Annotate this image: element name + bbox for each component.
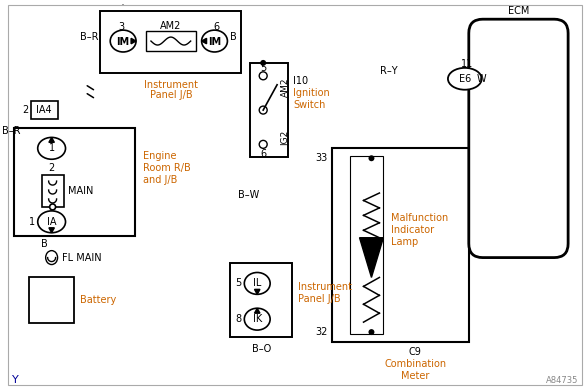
Ellipse shape (260, 60, 266, 66)
Text: Y: Y (12, 375, 19, 385)
Text: B: B (41, 239, 47, 249)
FancyBboxPatch shape (146, 31, 196, 51)
Polygon shape (202, 38, 207, 44)
Ellipse shape (259, 106, 267, 114)
Ellipse shape (259, 72, 267, 80)
FancyBboxPatch shape (250, 63, 288, 157)
Text: R–Y: R–Y (380, 66, 398, 76)
Text: B–W: B–W (238, 190, 259, 200)
Text: 3: 3 (118, 22, 124, 32)
Ellipse shape (110, 30, 136, 52)
Text: AM2: AM2 (160, 21, 182, 31)
Text: 1: 1 (49, 143, 54, 153)
FancyBboxPatch shape (350, 156, 383, 334)
Text: IM: IM (208, 36, 221, 47)
Polygon shape (49, 228, 54, 233)
Text: Instrument: Instrument (144, 80, 198, 90)
Text: FL MAIN: FL MAIN (62, 252, 101, 263)
Text: IG2: IG2 (281, 130, 289, 145)
Text: ECM: ECM (508, 6, 529, 16)
Polygon shape (49, 138, 54, 142)
Text: Instrument: Instrument (298, 282, 352, 292)
Text: 8: 8 (236, 314, 241, 324)
Text: IA: IA (47, 217, 56, 227)
Text: 32: 32 (315, 327, 328, 337)
Text: A84735: A84735 (546, 376, 578, 385)
Text: IL: IL (253, 278, 261, 289)
Polygon shape (360, 238, 383, 278)
Text: Room R/B: Room R/B (143, 163, 191, 173)
Text: 6: 6 (213, 22, 220, 32)
Text: B–R: B–R (80, 32, 98, 42)
Text: W: W (477, 74, 486, 84)
Text: B–R: B–R (2, 127, 21, 136)
Text: Lamp: Lamp (391, 237, 418, 247)
Text: C9: C9 (408, 347, 421, 357)
Text: 1: 1 (29, 217, 35, 227)
Text: IM: IM (117, 36, 130, 47)
Text: Ignition: Ignition (293, 88, 330, 98)
Text: Malfunction: Malfunction (391, 213, 448, 223)
Text: and J/B: and J/B (143, 175, 178, 185)
Text: AM2: AM2 (281, 78, 289, 98)
Ellipse shape (244, 308, 270, 330)
FancyBboxPatch shape (8, 5, 582, 385)
Text: 33: 33 (315, 153, 328, 163)
Text: Switch: Switch (293, 100, 325, 110)
Polygon shape (254, 308, 260, 313)
FancyBboxPatch shape (332, 148, 469, 342)
FancyBboxPatch shape (100, 11, 241, 73)
FancyBboxPatch shape (230, 263, 292, 337)
Text: IK: IK (253, 314, 262, 324)
Text: Combination: Combination (384, 359, 446, 369)
Polygon shape (131, 38, 136, 44)
Ellipse shape (369, 155, 374, 161)
Ellipse shape (202, 30, 227, 52)
FancyBboxPatch shape (42, 175, 63, 207)
Ellipse shape (38, 211, 66, 233)
FancyBboxPatch shape (14, 129, 135, 236)
Ellipse shape (50, 204, 56, 210)
Text: MAIN: MAIN (67, 186, 93, 196)
Text: IA4: IA4 (36, 105, 52, 114)
Polygon shape (254, 289, 260, 294)
Text: 2: 2 (49, 163, 54, 173)
Text: 5: 5 (235, 278, 241, 289)
Ellipse shape (369, 329, 374, 335)
Text: Indicator: Indicator (391, 225, 434, 235)
Text: Panel J/B: Panel J/B (298, 294, 340, 304)
Text: I10: I10 (293, 76, 308, 86)
Text: Panel J/B: Panel J/B (149, 90, 192, 100)
Ellipse shape (259, 140, 267, 148)
FancyBboxPatch shape (469, 19, 568, 258)
Text: Meter: Meter (401, 371, 430, 381)
Text: B–O: B–O (251, 344, 271, 354)
Text: Engine: Engine (143, 151, 176, 161)
Ellipse shape (46, 250, 57, 265)
Text: B: B (230, 32, 237, 42)
Text: Battery: Battery (80, 295, 117, 305)
Text: 2: 2 (23, 105, 29, 114)
Text: 11: 11 (461, 59, 473, 69)
Text: E6: E6 (459, 74, 471, 84)
FancyBboxPatch shape (30, 101, 57, 118)
FancyBboxPatch shape (29, 278, 74, 323)
Text: 6: 6 (260, 149, 266, 159)
Text: 5: 5 (260, 63, 266, 73)
Ellipse shape (38, 138, 66, 159)
Ellipse shape (448, 68, 482, 90)
Ellipse shape (244, 272, 270, 294)
